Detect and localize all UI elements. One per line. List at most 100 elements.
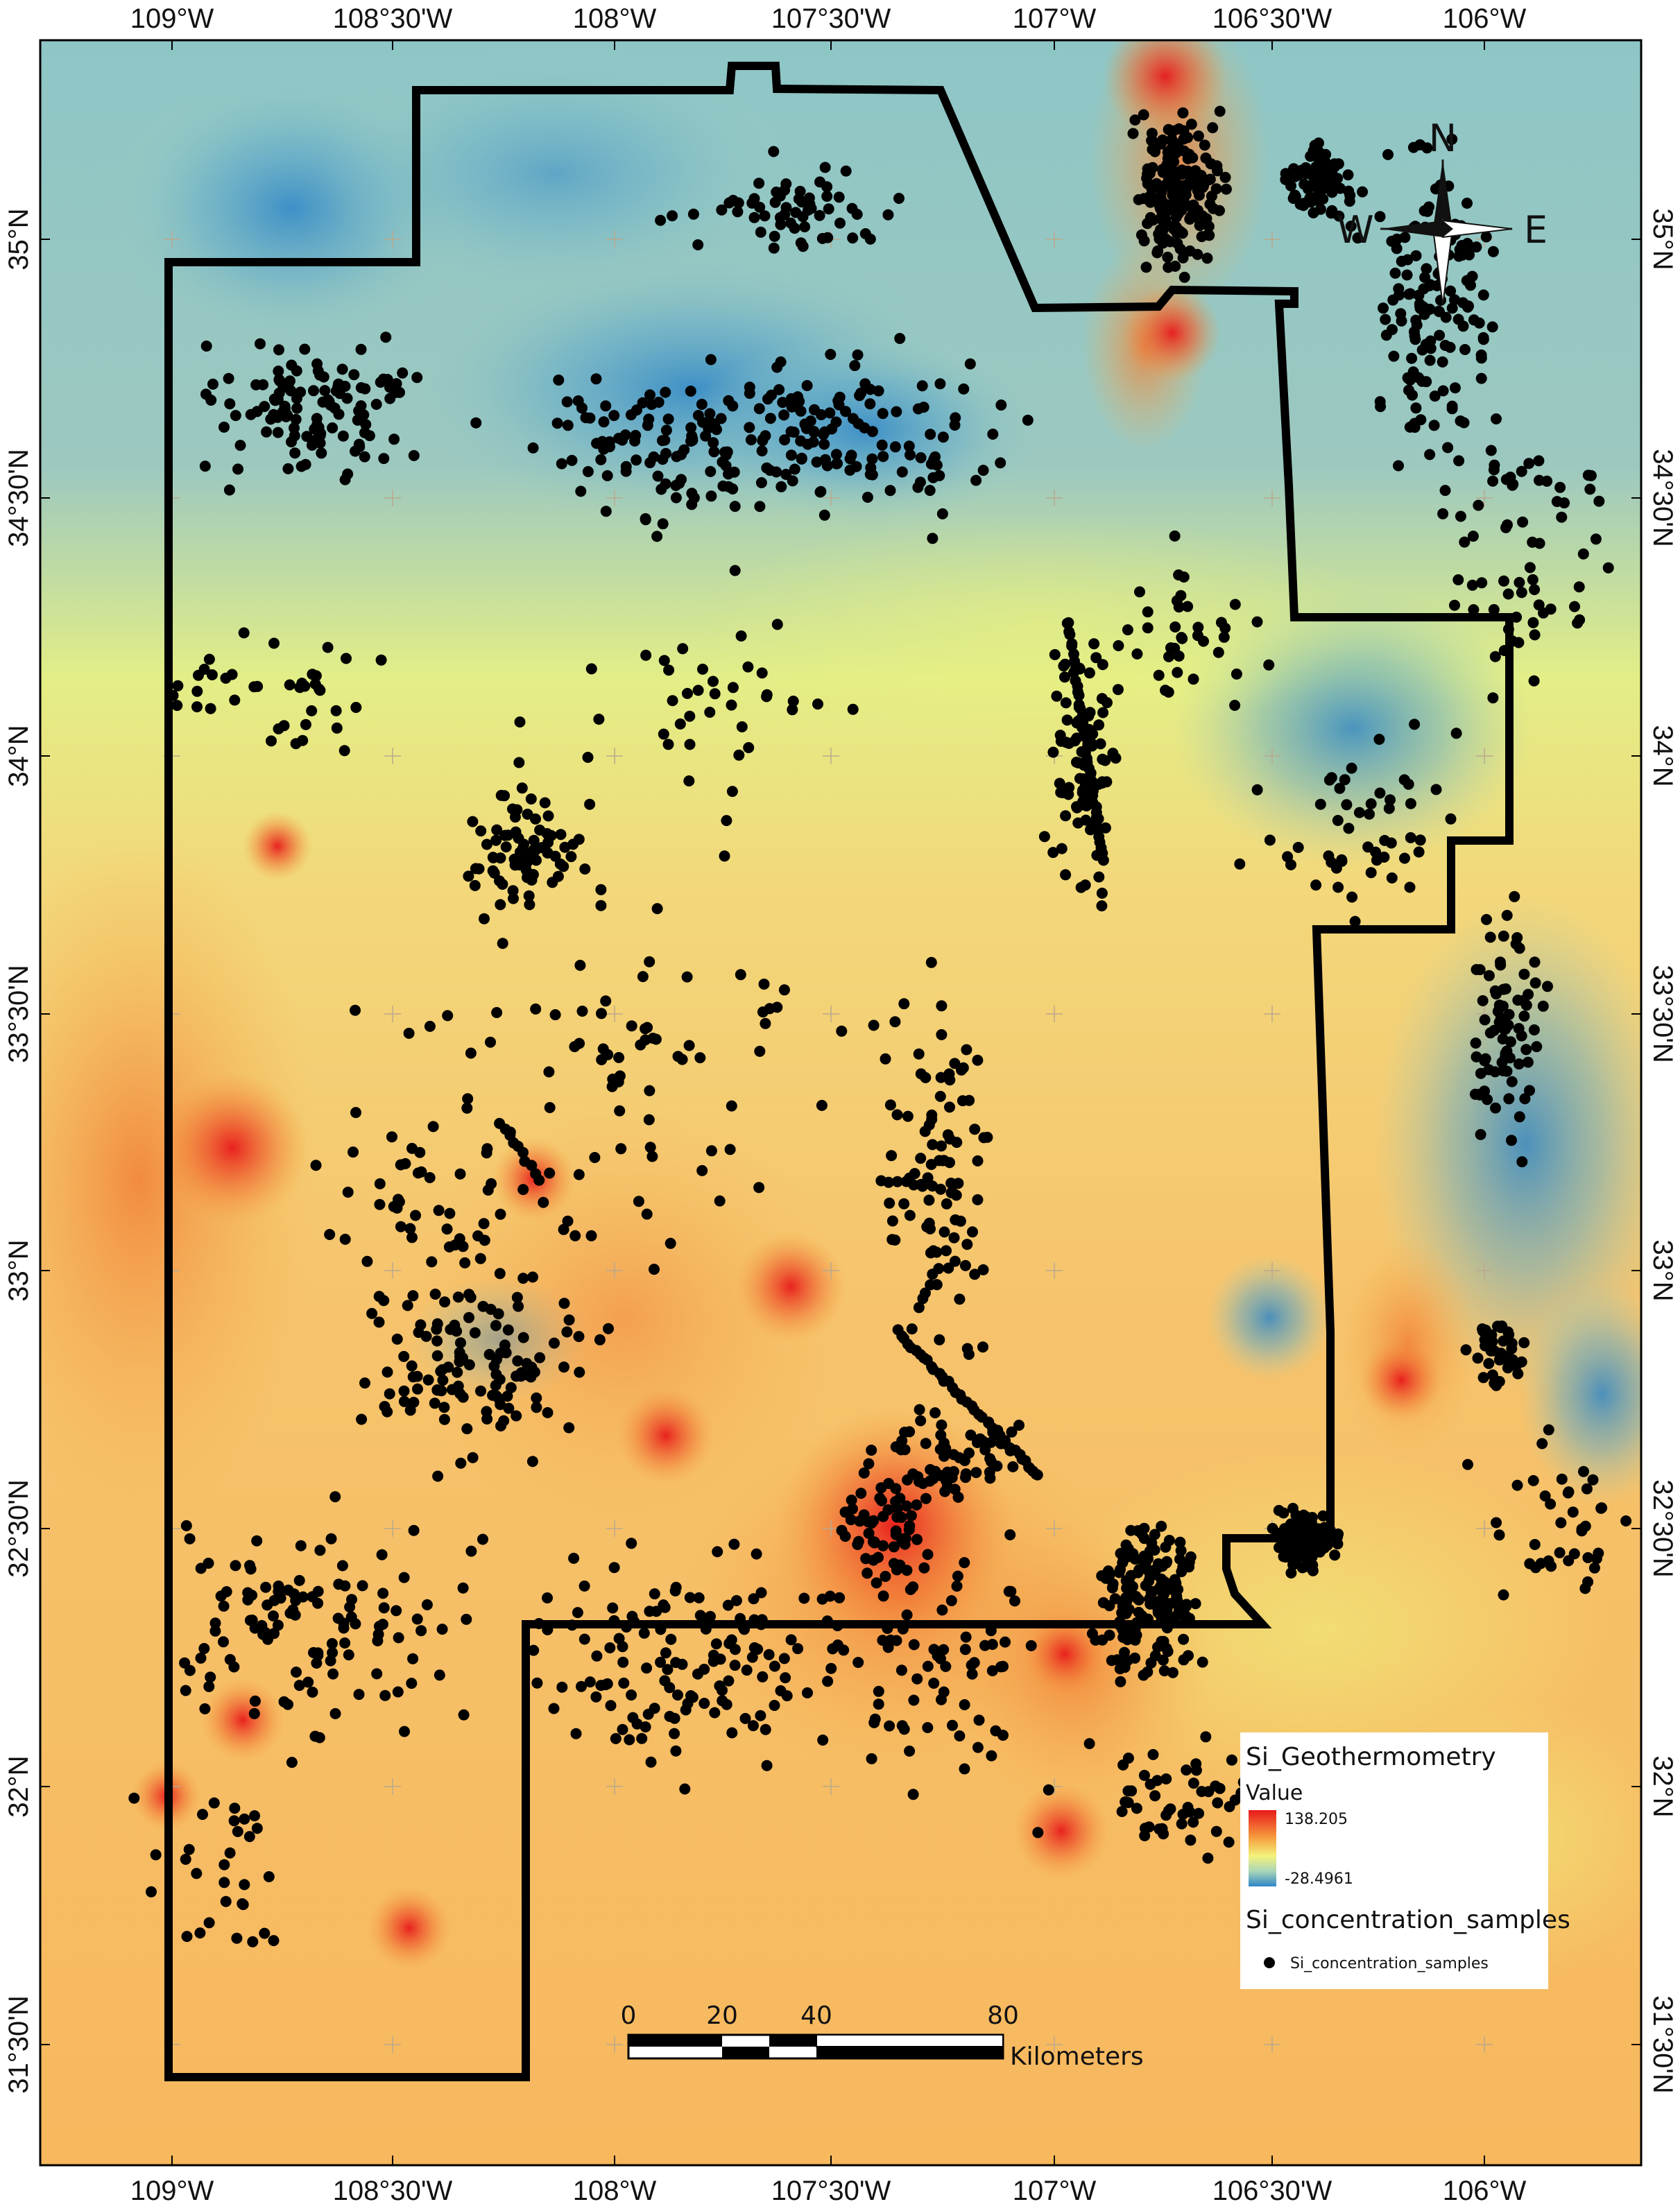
sample-point xyxy=(348,369,360,381)
sample-point xyxy=(327,422,338,433)
sample-point xyxy=(1407,366,1419,378)
sample-point xyxy=(1274,1542,1285,1554)
sample-point xyxy=(359,451,370,463)
sample-point xyxy=(431,1335,443,1347)
sample-point xyxy=(685,436,696,447)
sample-point xyxy=(1382,148,1394,160)
sample-point xyxy=(827,1643,839,1655)
sample-point xyxy=(915,1178,927,1190)
sample-point xyxy=(578,1633,590,1645)
sample-point xyxy=(515,1367,527,1379)
sample-point xyxy=(1007,1461,1019,1472)
sample-point xyxy=(649,1588,660,1600)
sample-point xyxy=(773,384,785,395)
top-lon-label: 108°30'W xyxy=(333,3,453,34)
sample-point xyxy=(986,1665,998,1676)
sample-point xyxy=(667,210,678,222)
sample-point xyxy=(408,1397,420,1408)
sample-point xyxy=(995,399,1007,411)
sample-point xyxy=(1449,382,1461,394)
sample-point xyxy=(522,809,533,820)
sample-point xyxy=(834,391,846,403)
sample-point xyxy=(1483,970,1495,981)
sample-point xyxy=(1559,497,1570,509)
sample-point xyxy=(191,1868,203,1879)
sample-point xyxy=(1487,692,1499,704)
sample-point xyxy=(895,1664,907,1676)
sample-point xyxy=(1545,1560,1557,1572)
sample-point xyxy=(552,870,564,882)
sample-point xyxy=(293,1680,305,1692)
sample-point xyxy=(780,178,792,190)
sample-point xyxy=(777,397,789,408)
sample-point xyxy=(1280,173,1292,185)
sample-point xyxy=(312,1597,324,1609)
sample-point xyxy=(391,1333,403,1345)
sample-point xyxy=(959,1699,970,1710)
sample-point xyxy=(406,1232,418,1244)
graticule-cross xyxy=(1264,231,1280,248)
sample-point xyxy=(1192,205,1203,216)
sample-point xyxy=(1138,109,1149,121)
sample-point xyxy=(1176,1818,1188,1830)
sample-point xyxy=(991,1460,1003,1472)
sample-point xyxy=(507,885,519,897)
sample-point xyxy=(1090,652,1102,664)
sample-point xyxy=(864,233,876,245)
sample-point xyxy=(911,1499,923,1511)
sample-point xyxy=(1479,1085,1490,1097)
sample-point xyxy=(687,208,699,220)
sample-point xyxy=(904,1520,916,1531)
sample-point xyxy=(638,1627,650,1639)
graticule-cross xyxy=(1264,490,1280,506)
sample-point xyxy=(1224,1801,1235,1812)
sample-point xyxy=(1176,227,1188,239)
sample-point xyxy=(516,782,528,794)
sample-point xyxy=(339,381,351,392)
sample-point xyxy=(1158,1588,1170,1599)
sample-point xyxy=(1395,308,1407,320)
sample-point xyxy=(905,1583,916,1595)
sample-point xyxy=(300,458,311,470)
sample-point xyxy=(1158,1828,1169,1840)
graticule-cross xyxy=(606,2036,623,2053)
sample-point xyxy=(1251,616,1263,628)
sample-point xyxy=(268,1610,279,1621)
sample-point xyxy=(595,900,607,911)
sample-point xyxy=(1212,646,1224,658)
sample-point xyxy=(1214,205,1225,216)
sample-point xyxy=(1188,1816,1199,1828)
sample-point xyxy=(670,1745,682,1757)
sample-point xyxy=(880,1571,891,1582)
sample-point xyxy=(657,518,669,530)
sample-point xyxy=(1542,981,1553,992)
sample-point xyxy=(268,393,280,405)
sample-point xyxy=(1380,313,1391,325)
sample-point xyxy=(1185,1834,1197,1846)
sample-point xyxy=(873,1698,884,1710)
sample-point xyxy=(441,1223,453,1235)
sample-point xyxy=(610,1732,622,1744)
graticule-cross xyxy=(606,490,623,506)
sample-point xyxy=(470,417,482,429)
sample-point xyxy=(195,1652,207,1664)
sample-point xyxy=(1554,481,1566,493)
sample-point xyxy=(1096,693,1108,705)
sample-point xyxy=(338,745,350,757)
sample-point xyxy=(934,378,946,390)
sample-point xyxy=(751,1548,762,1560)
sample-point xyxy=(1061,714,1073,726)
sample-point xyxy=(457,1391,469,1403)
sample-point xyxy=(902,1110,914,1122)
sample-point xyxy=(833,191,845,203)
sample-point xyxy=(1352,232,1364,244)
sample-point xyxy=(922,1722,934,1733)
sample-point xyxy=(997,1660,1009,1672)
sample-point xyxy=(1145,1657,1157,1669)
sample-point xyxy=(1226,1754,1237,1766)
sample-point xyxy=(1346,762,1357,774)
sample-point xyxy=(635,1039,646,1051)
sample-point xyxy=(901,1565,913,1576)
sample-point xyxy=(191,685,203,697)
right-lat-label: 34°30'N xyxy=(1647,449,1678,547)
